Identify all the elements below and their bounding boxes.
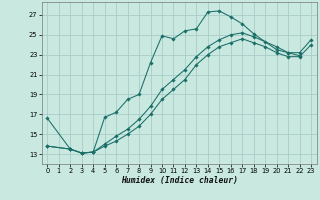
X-axis label: Humidex (Indice chaleur): Humidex (Indice chaleur) — [121, 176, 238, 185]
